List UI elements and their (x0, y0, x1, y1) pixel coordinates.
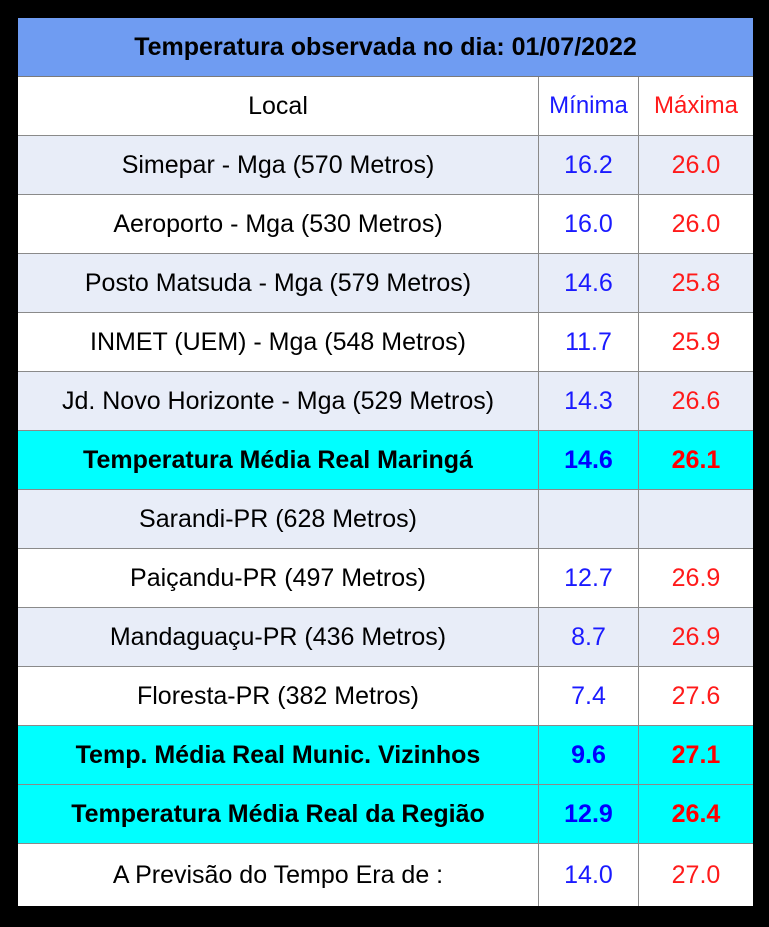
forecast-row: A Previsão do Tempo Era de : 14.0 27.0 (18, 844, 753, 906)
table-row: Simepar - Mga (570 Metros) 16.2 26.0 (18, 136, 753, 195)
header-min: Mínima (539, 77, 639, 135)
row-min (539, 490, 639, 548)
table-row: Jd. Novo Horizonte - Mga (529 Metros) 14… (18, 372, 753, 431)
header-local: Local (18, 77, 539, 135)
row-max: 27.6 (671, 681, 721, 710)
row-min: 16.0 (539, 195, 639, 253)
row-local: Simepar - Mga (570 Metros) (18, 136, 539, 194)
row-min: 14.3 (539, 372, 639, 430)
row-local: Temperatura Média Real Maringá (18, 431, 539, 489)
row-local: Posto Matsuda - Mga (579 Metros) (18, 254, 539, 312)
row-min: 7.4 (539, 667, 639, 725)
row-max: 26.9 (671, 563, 721, 592)
average-row-region: Temperatura Média Real da Região 12.9 26… (18, 785, 753, 844)
temperature-table: Temperatura observada no dia: 01/07/2022… (18, 18, 753, 906)
row-max: 27.1 (671, 740, 721, 769)
row-min: 8.7 (539, 608, 639, 666)
header-max: Máxima (653, 92, 738, 119)
row-local: Aeroporto - Mga (530 Metros) (18, 195, 539, 253)
row-local: Temp. Média Real Munic. Vizinhos (18, 726, 539, 784)
header-row: Local Mínima Máxima (18, 77, 753, 136)
row-min: 12.9 (539, 785, 639, 843)
row-max: 26.4 (671, 799, 721, 828)
row-min: 14.6 (539, 254, 639, 312)
table-row: Paiçandu-PR (497 Metros) 12.7 26.9 (18, 549, 753, 608)
table-row: INMET (UEM) - Mga (548 Metros) 11.7 25.9 (18, 313, 753, 372)
row-min: 14.6 (539, 431, 639, 489)
row-local: Mandaguaçu-PR (436 Metros) (18, 608, 539, 666)
row-max: 27.0 (671, 860, 721, 889)
table-title: Temperatura observada no dia: 01/07/2022 (18, 18, 753, 77)
row-max: 26.6 (671, 386, 721, 415)
average-row-maringa: Temperatura Média Real Maringá 14.6 26.1 (18, 431, 753, 490)
row-local: Jd. Novo Horizonte - Mga (529 Metros) (18, 372, 539, 430)
average-row-neighbors: Temp. Média Real Munic. Vizinhos 9.6 27.… (18, 726, 753, 785)
row-local: Sarandi-PR (628 Metros) (18, 490, 539, 548)
row-local: Temperatura Média Real da Região (18, 785, 539, 843)
row-local: INMET (UEM) - Mga (548 Metros) (18, 313, 539, 371)
row-min: 16.2 (539, 136, 639, 194)
row-local: Paiçandu-PR (497 Metros) (18, 549, 539, 607)
table-row: Sarandi-PR (628 Metros) (18, 490, 753, 549)
row-min: 14.0 (539, 844, 639, 906)
row-min: 11.7 (539, 313, 639, 371)
row-max: 26.0 (671, 209, 721, 238)
table-row: Aeroporto - Mga (530 Metros) 16.0 26.0 (18, 195, 753, 254)
row-max: 26.0 (671, 150, 721, 179)
row-max: 25.9 (671, 327, 721, 356)
row-local: Floresta-PR (382 Metros) (18, 667, 539, 725)
row-min: 12.7 (539, 549, 639, 607)
row-min: 9.6 (539, 726, 639, 784)
row-max: 25.8 (671, 268, 721, 297)
row-max: 26.9 (671, 622, 721, 651)
table-row: Mandaguaçu-PR (436 Metros) 8.7 26.9 (18, 608, 753, 667)
row-local: A Previsão do Tempo Era de : (18, 844, 539, 906)
table-row: Floresta-PR (382 Metros) 7.4 27.6 (18, 667, 753, 726)
row-max (639, 490, 753, 548)
row-max: 26.1 (671, 445, 721, 474)
table-row: Posto Matsuda - Mga (579 Metros) 14.6 25… (18, 254, 753, 313)
